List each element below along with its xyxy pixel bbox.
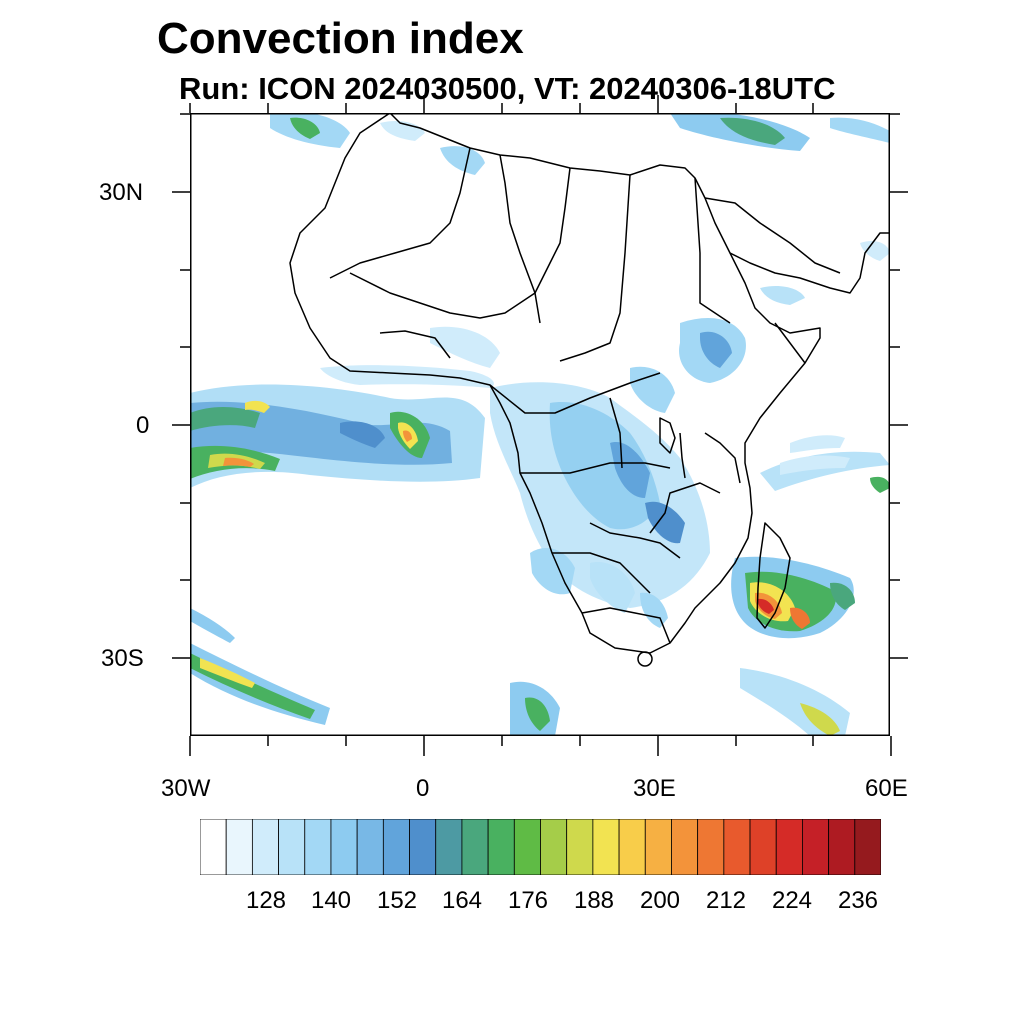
colorbar-swatch [592,819,620,875]
colorbar-swatch [775,819,803,875]
colorbar-label-128: 128 [245,887,287,914]
colorbar-swatch [461,819,489,875]
colorbar-label-236: 236 [837,887,879,914]
lat-label-30n: 30N [99,179,144,206]
colorbar-swatch [304,819,332,875]
colorbar-swatch [382,819,410,875]
colorbar-swatch [802,819,830,875]
colorbar-swatch [671,819,699,875]
colorbar-swatch [225,819,253,875]
convection-field [190,113,890,736]
colorbar-swatch [487,819,515,875]
convection-map [190,113,890,736]
colorbar [200,819,881,875]
colorbar-swatch [749,819,777,875]
lon-label-60e: 60E [865,775,908,802]
map-title: Convection index [157,14,524,63]
colorbar-swatch [540,819,568,875]
colorbar-label-152: 152 [376,887,418,914]
colorbar-label-176: 176 [507,887,549,914]
lon-label-30e: 30E [633,775,676,802]
colorbar-swatch [251,819,279,875]
colorbar-label-140: 140 [310,887,352,914]
colorbar-swatch [618,819,646,875]
lon-label-30w: 30W [161,775,211,802]
colorbar-swatch [566,819,594,875]
colorbar-swatch [200,819,227,875]
colorbar-label-212: 212 [705,887,747,914]
colorbar-swatch [278,819,306,875]
colorbar-swatch [828,819,856,875]
colorbar-swatch [435,819,463,875]
colorbar-label-224: 224 [771,887,813,914]
colorbar-label-200: 200 [639,887,681,914]
map-border [190,113,890,736]
colorbar-swatch [697,819,725,875]
colorbar-label-164: 164 [441,887,483,914]
map-frame [190,113,890,736]
colorbar-swatch [330,819,358,875]
coastlines-and-borders [289,113,890,667]
colorbar-swatch [723,819,751,875]
lat-label-30s: 30S [101,645,144,672]
lat-label-0: 0 [136,412,150,439]
colorbar-swatch [356,819,384,875]
colorbar-swatch [644,819,672,875]
colorbar-label-188: 188 [573,887,615,914]
lon-label-0: 0 [416,775,430,802]
map-subtitle: Run: ICON 2024030500, VT: 20240306-18UTC [179,71,836,106]
colorbar-swatch [854,819,881,875]
colorbar-swatch [409,819,437,875]
colorbar-swatch [513,819,541,875]
